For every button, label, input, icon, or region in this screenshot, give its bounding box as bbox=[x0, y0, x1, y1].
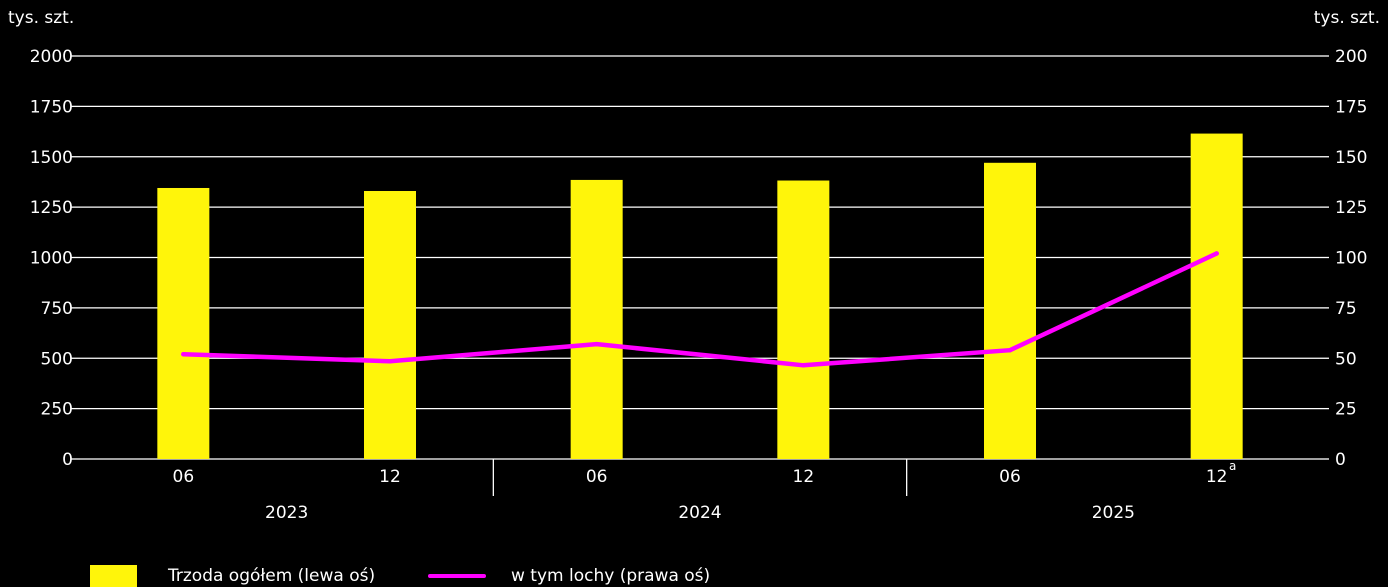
bar bbox=[364, 191, 416, 459]
left-tick-label: 1000 bbox=[30, 249, 73, 269]
line-point bbox=[594, 341, 599, 347]
x-tick-label: 06 bbox=[173, 467, 195, 487]
right-tick-label: 200 bbox=[1335, 47, 1367, 67]
x-tick-label: 06 bbox=[999, 467, 1021, 487]
legend-item-line: w tym lochy (prawa oś) bbox=[428, 565, 710, 587]
line-point bbox=[1214, 251, 1219, 256]
right-tick-label: 75 bbox=[1335, 299, 1357, 319]
x-tick-label: 06 bbox=[586, 467, 608, 487]
year-label: 2023 bbox=[265, 503, 308, 523]
right-tick-label: 0 bbox=[1335, 450, 1346, 470]
legend-item-bars: Trzoda ogółem (lewa oś) bbox=[90, 565, 375, 587]
line-point bbox=[181, 352, 186, 357]
left-tick-label: 750 bbox=[41, 299, 73, 319]
left-tick-label: 1250 bbox=[30, 198, 73, 218]
legend-line-label: w tym lochy (prawa oś) bbox=[511, 566, 711, 586]
right-tick-label: 175 bbox=[1335, 97, 1367, 117]
line-point bbox=[1007, 347, 1013, 353]
right-axis-unit: tys. szt. bbox=[1313, 8, 1380, 28]
x-tick-label: 12 bbox=[1206, 467, 1228, 487]
left-axis-unit: tys. szt. bbox=[8, 8, 75, 28]
bar bbox=[777, 180, 830, 460]
left-tick-label: 250 bbox=[41, 400, 73, 420]
right-tick-label: 100 bbox=[1335, 249, 1367, 269]
x-tick-label: 12 bbox=[793, 467, 815, 487]
right-tick-label: 125 bbox=[1335, 198, 1367, 218]
line-point bbox=[387, 359, 393, 364]
right-tick-label: 50 bbox=[1335, 349, 1357, 369]
bar bbox=[1190, 133, 1243, 459]
right-tick-label: 25 bbox=[1335, 400, 1357, 420]
bar bbox=[570, 179, 623, 460]
bar bbox=[157, 187, 210, 460]
line-series bbox=[181, 251, 1219, 368]
chart-canvas: 0 250 500 750 1000 1250 1500 1750 2000 0 25 50 75 100… bbox=[30, 47, 1368, 523]
right-tick-label: 150 bbox=[1335, 148, 1367, 168]
legend-bar-swatch bbox=[90, 565, 137, 587]
year-label: 2024 bbox=[678, 503, 721, 523]
left-tick-label: 500 bbox=[41, 349, 73, 369]
year-label: 2025 bbox=[1092, 503, 1135, 523]
left-tick-label: 2000 bbox=[30, 47, 73, 67]
x-tick-note: a bbox=[1229, 459, 1236, 473]
legend-line-swatch bbox=[428, 574, 486, 578]
left-tick-label: 0 bbox=[62, 450, 73, 470]
left-tick-label: 1500 bbox=[30, 148, 73, 168]
left-tick-label: 1750 bbox=[30, 97, 73, 117]
bar bbox=[984, 162, 1036, 460]
x-tick-label: 12 bbox=[379, 467, 401, 487]
legend-bar-label: Trzoda ogółem (lewa oś) bbox=[168, 566, 376, 586]
line-point bbox=[801, 363, 806, 368]
